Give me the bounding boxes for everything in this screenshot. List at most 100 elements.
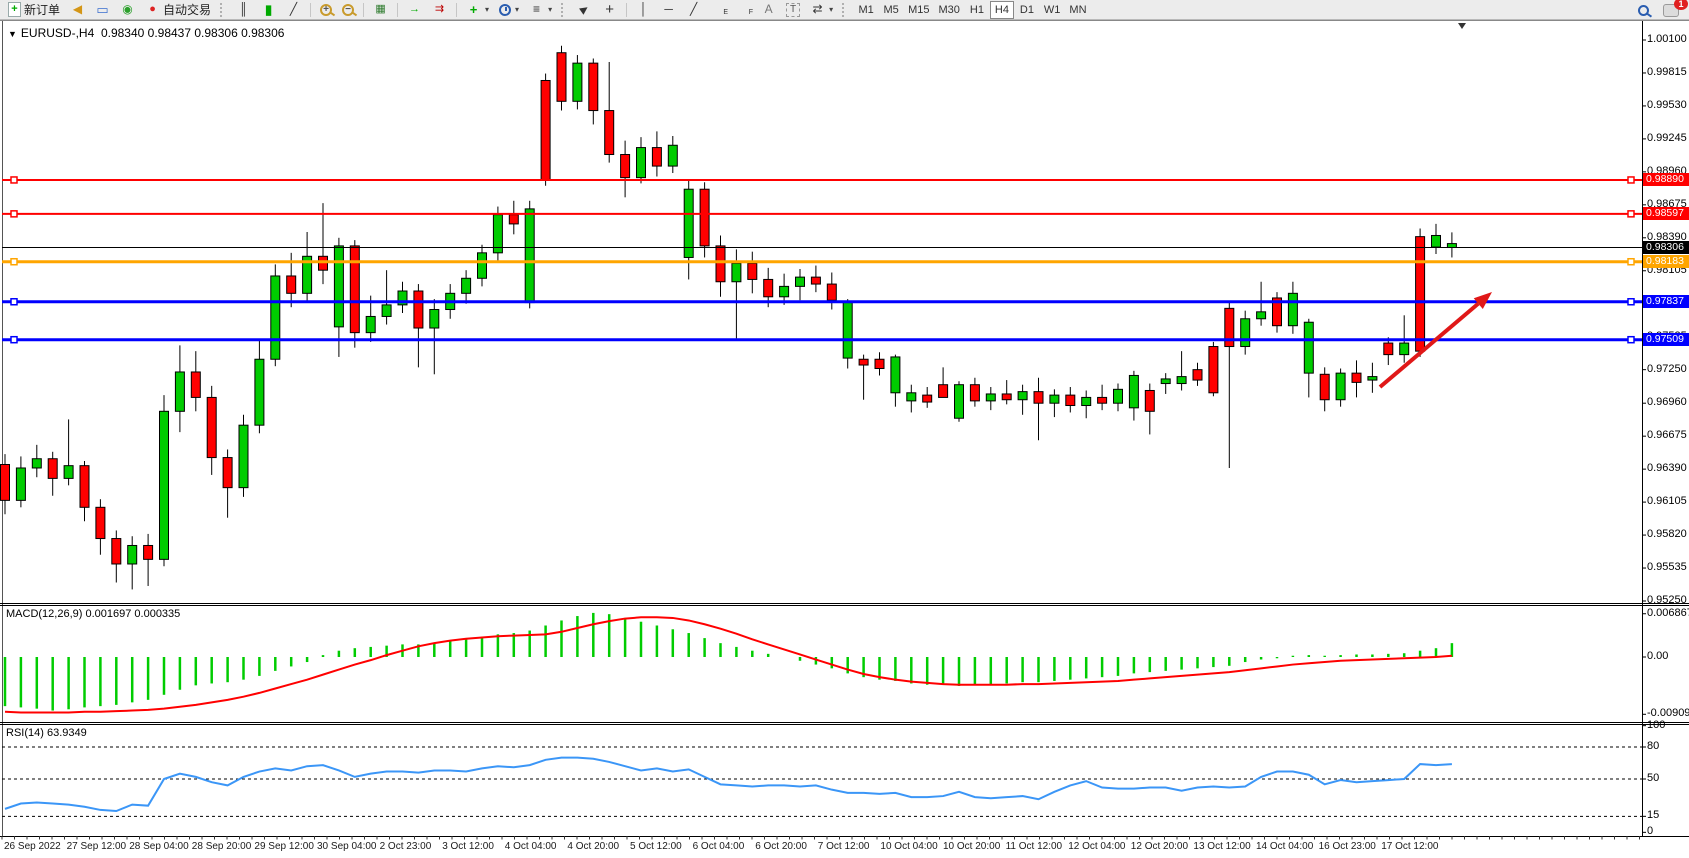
candle-body [1335,372,1346,401]
level-anchor[interactable] [1627,176,1635,184]
candle-body [747,262,758,280]
crosshair-button[interactable]: + [598,1,621,19]
level-anchor[interactable] [10,210,18,218]
candle-body [349,245,360,334]
level-anchor[interactable] [1627,257,1635,266]
horizontal-line-icon: ─ [664,2,673,16]
candle-body [540,79,551,181]
zoom-out-button[interactable]: − [338,1,358,19]
candle-body [620,154,631,179]
candle-body [381,304,392,317]
text-button[interactable]: A [757,1,780,19]
cursor-icon: ▶ [578,2,591,17]
indicators-button[interactable]: + ▾ [462,1,493,19]
text-label-button[interactable]: T [782,1,804,19]
auto-scroll-button[interactable]: → [403,1,426,19]
signals-button[interactable]: ◉ [116,1,139,19]
horizontal-line-button[interactable]: ─ [657,1,680,19]
arrows-button[interactable]: ⇄ ▾ [806,1,837,19]
chart-shift-marker[interactable] [1458,23,1466,29]
level-anchor[interactable] [10,335,18,344]
time-axis-label: 14 Oct 04:00 [1256,841,1314,852]
fibonacci-button[interactable]: F [732,1,755,19]
timeframe-m30[interactable]: M30 [935,1,964,19]
trendline-button[interactable]: ╱ [682,1,705,19]
chart-shift-button[interactable]: ⇉ [428,1,451,19]
trend-arrow-head[interactable] [1473,292,1492,309]
cursor-button[interactable]: ▶ [573,1,596,19]
candle-body [1367,376,1378,381]
candle-body [763,278,774,298]
periods-button[interactable]: ▾ [495,1,523,19]
notifications-button[interactable]: 1 [1659,0,1688,19]
timeframe-w1[interactable]: W1 [1040,1,1065,19]
price-level-label: 0.98597 [1643,207,1689,221]
candle-body [938,384,949,398]
tile-windows-button[interactable]: ▦ [369,1,392,19]
time-axis-label: 10 Oct 20:00 [943,841,1001,852]
time-axis-label: 28 Sep 04:00 [129,841,189,852]
timeframe-h1[interactable]: H1 [965,1,989,19]
candlestick-button[interactable]: ▮ [257,1,280,19]
timeframe-m5[interactable]: M5 [879,1,903,19]
candle-body [588,62,599,112]
candle-body [1431,234,1441,248]
vertical-line-button[interactable]: │ [632,1,655,19]
candle-body [15,467,26,501]
market-watch-button[interactable]: ▭ [91,1,114,19]
candle-body [0,464,10,501]
search-button[interactable] [1634,1,1653,19]
price-axis-tick: 0.99815 [1647,65,1687,78]
templates-button[interactable]: ≡ ▾ [525,1,556,19]
level-anchor[interactable] [1627,210,1635,218]
candle-body [795,276,805,287]
candle-body [1176,376,1187,385]
candle-body [1097,396,1108,404]
channel-icon: E [711,2,728,17]
toolbar-separator [626,2,628,17]
candle-body [1001,393,1012,401]
new-order-button[interactable]: + 新订单 [4,1,64,19]
chart-window: ▼ EURUSD-,H4 0.98340 0.98437 0.98306 0.98… [0,20,1689,858]
timeframe-group: M1 M5 M15 M30 H1 H4 D1 W1 MN [854,0,1090,19]
candle-body [302,255,313,294]
rsi-axis-tick: 80 [1647,740,1660,752]
trend-arrow[interactable] [1378,302,1480,389]
time-axis-label: 26 Sep 2022 [4,841,61,852]
time-axis-label: 5 Oct 12:00 [630,841,682,852]
candle-body [143,544,154,560]
time-axis-label: 4 Oct 04:00 [504,841,557,852]
zoom-out-icon: − [342,3,355,16]
timeframe-mn[interactable]: MN [1065,1,1090,19]
channel-button[interactable]: E [707,1,730,19]
chart-plot-area[interactable] [0,20,1689,858]
candle-body [47,458,58,479]
level-anchor[interactable] [1627,335,1635,344]
timeframe-d1[interactable]: D1 [1015,1,1039,19]
candle-body [1113,388,1123,404]
level-anchor[interactable] [10,257,18,266]
auto-trading-button[interactable]: ● 自动交易 [141,1,215,19]
price-axis-tick: 0.96105 [1647,495,1687,508]
candle-body [1144,389,1155,412]
clock-icon [499,3,512,16]
time-axis-label: 3 Oct 12:00 [442,841,494,852]
zoom-in-button[interactable]: + [316,1,336,19]
sound-button[interactable]: ◀ [66,1,89,19]
timeframe-h4[interactable]: H4 [989,0,1014,19]
candle-body [779,285,790,298]
timeframe-m15[interactable]: M15 [904,1,933,19]
timeframe-m1[interactable]: M1 [854,1,878,19]
level-anchor[interactable] [1627,298,1635,306]
level-anchor[interactable] [10,298,18,306]
time-axis-label: 16 Oct 23:00 [1318,841,1376,852]
collapse-triangle-icon: ▼ [8,29,17,39]
candle-body [572,62,583,102]
rsi-axis-tick: 0 [1647,825,1654,838]
bar-chart-button[interactable]: ║ [232,1,255,19]
arrows-icon: ⇄ [812,2,823,16]
candle-body [556,52,567,102]
line-chart-button[interactable]: ╱ [282,1,305,19]
price-axis-tick: 0.96675 [1647,429,1687,442]
level-anchor[interactable] [10,176,18,184]
